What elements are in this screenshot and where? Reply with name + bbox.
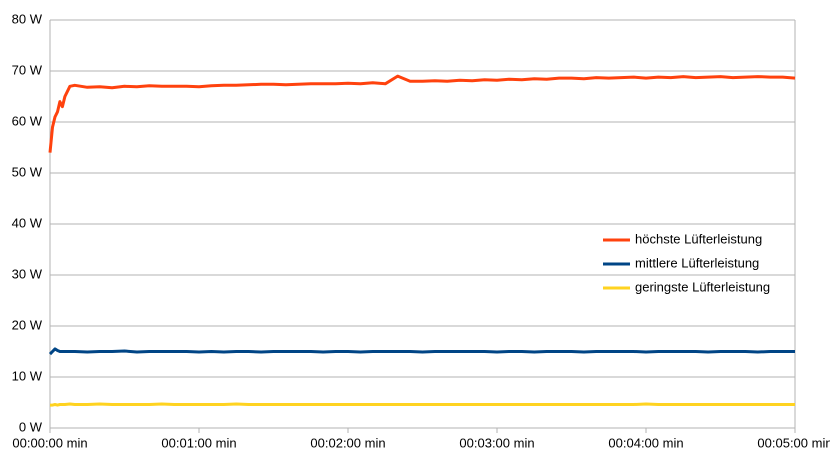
series-line [48, 74, 796, 153]
y-tick-label: 50 W [12, 164, 43, 179]
y-tick-label: 10 W [12, 368, 43, 383]
x-tick-label: 00:01:00 min [161, 435, 236, 450]
x-tick-label: 00:04:00 min [608, 435, 683, 450]
x-tick-label: 00:00:00 min [12, 435, 87, 450]
legend-label: höchste Lüfterleistung [635, 231, 762, 246]
y-tick-label: 60 W [12, 113, 43, 128]
x-tick-label: 00:03:00 min [459, 435, 534, 450]
x-tick-label: 00:05:00 min [757, 435, 830, 450]
y-tick-label: 40 W [12, 215, 43, 230]
series-line [48, 347, 795, 356]
y-tick-label: 20 W [12, 317, 43, 332]
y-tick-label: 80 W [12, 11, 43, 26]
x-tick-label: 00:02:00 min [310, 435, 385, 450]
series-line [50, 402, 795, 407]
legend-label: mittlere Lüfterleistung [635, 255, 759, 270]
y-tick-label: 30 W [12, 266, 43, 281]
legend-label: geringste Lüfterleistung [635, 279, 770, 294]
y-tick-label: 0 W [19, 419, 43, 434]
y-tick-label: 70 W [12, 62, 43, 77]
